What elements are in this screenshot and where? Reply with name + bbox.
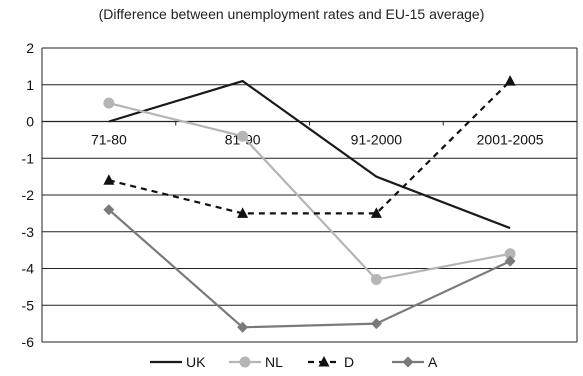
series-line-d <box>108 80 511 215</box>
legend-label-a: A <box>428 354 438 370</box>
chart-title: (Difference between unemployment rates a… <box>98 6 485 22</box>
data-point-a <box>504 255 516 267</box>
y-axis-ticks: 2 1 0 -1 -2 -3 -4 -5 -6 <box>22 40 35 350</box>
y-tick-label: -6 <box>22 334 35 350</box>
data-point-nl <box>504 248 516 260</box>
x-tick-label: 2001-2005 <box>477 132 544 148</box>
series-uk <box>108 79 511 230</box>
data-point-d <box>103 174 115 185</box>
data-point-a <box>370 318 382 330</box>
y-tick-label: -1 <box>22 150 35 166</box>
y-tick-label: -5 <box>22 297 35 313</box>
y-tick-label: 2 <box>26 40 34 56</box>
legend-item-nl: NL <box>229 354 283 370</box>
legend-label-nl: NL <box>265 354 283 370</box>
data-point-d <box>504 75 516 86</box>
data-point-d <box>237 207 249 218</box>
data-point-nl <box>237 130 249 142</box>
series-lines <box>103 75 516 333</box>
data-point-nl <box>370 274 382 286</box>
legend: UK NL D A <box>150 354 438 370</box>
gridlines <box>41 47 578 343</box>
data-point-a <box>103 204 115 216</box>
series-line-uk <box>108 79 511 230</box>
legend-item-uk: UK <box>150 354 206 370</box>
series-nl <box>103 97 516 286</box>
legend-marker-a <box>402 356 414 368</box>
y-tick-label: -4 <box>22 261 35 277</box>
x-tick-label: 91-2000 <box>351 132 403 148</box>
y-tick-label: -2 <box>22 187 35 203</box>
data-point-a <box>237 321 249 333</box>
series-line-a <box>108 208 511 329</box>
legend-marker-d <box>318 356 330 367</box>
y-tick-label: -3 <box>22 224 35 240</box>
legend-label-uk: UK <box>186 354 206 370</box>
x-tick-label: 71-80 <box>91 132 127 148</box>
y-tick-label: 0 <box>26 114 34 130</box>
data-point-d <box>370 207 382 218</box>
y-tick-label: 1 <box>26 77 34 93</box>
series-a <box>103 204 516 333</box>
series-d <box>103 75 516 218</box>
legend-label-d: D <box>344 354 354 370</box>
series-line-nl <box>108 102 511 281</box>
data-point-nl <box>103 97 115 109</box>
legend-item-a: A <box>392 354 438 370</box>
legend-item-d: D <box>308 354 354 370</box>
legend-marker-nl <box>239 356 251 368</box>
